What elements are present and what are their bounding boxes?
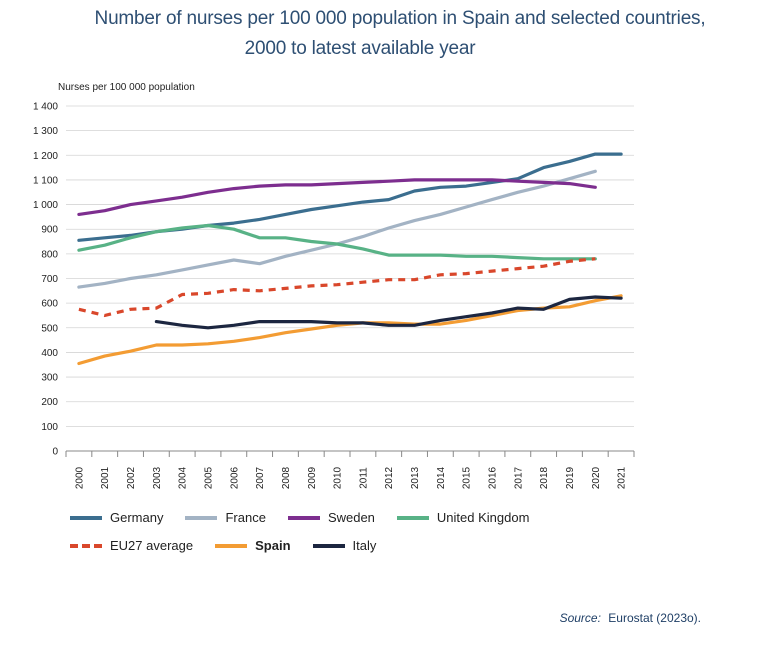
legend-swatch-france [185,515,218,520]
x-tick-label: 2007 [255,466,266,489]
x-tick-label: 2017 [513,466,524,489]
legend-swatch-spain [215,543,248,548]
legend-item-eu27-average: EU27 average [70,538,193,553]
y-axis-label: Nurses per 100 000 population [58,82,195,93]
x-tick-label: 2001 [100,466,111,489]
legend-swatch-sweden [287,515,320,520]
x-tick-label: 2015 [462,466,473,489]
y-tick-label: 400 [41,348,58,359]
y-tick-label: 1 400 [33,102,58,113]
chart-title-line-2: 2000 to latest available year [244,38,476,59]
y-tick-label: 0 [52,447,58,458]
y-tick-label: 1 000 [33,200,58,211]
x-tick-label: 2014 [436,466,447,489]
x-tick-label: 2009 [307,466,318,489]
legend-item-united-kingdom: United Kingdom [396,510,530,525]
x-tick-label: 2018 [539,466,550,489]
legend-label-spain: Spain [255,538,291,553]
x-tick-label: 2006 [229,466,240,489]
y-tick-label: 100 [41,422,58,433]
y-tick-label: 900 [41,225,58,236]
x-tick-label: 2016 [488,466,499,489]
x-tick-label: 2010 [333,466,344,489]
legend-label-france: France [225,510,266,525]
legend-row-2: EU27 average Spain Italy [70,538,398,553]
x-tick-label: 2002 [126,466,137,489]
legend-item-france: France [185,510,266,525]
legend-label-italy: Italy [352,538,377,553]
x-tick-label: 2020 [591,466,602,489]
series-line-eu27-average [78,257,596,318]
y-tick-label: 1 300 [33,126,58,137]
y-tick-label: 500 [41,323,58,334]
y-tick-label: 1 200 [33,151,58,162]
legend-item-italy: Italy [312,538,377,553]
legend-label-germany: Germany [110,510,164,525]
legend-swatch-eu27-average [70,543,102,548]
x-tick-label: 2000 [74,466,85,489]
series-line-italy [154,295,623,330]
y-tick-label: 200 [41,397,58,408]
legend-item-spain: Spain [215,538,291,553]
series-line-germany [77,152,623,242]
y-tick-label: 700 [41,274,58,285]
legend-label-eu27-average: EU27 average [110,538,194,553]
legend-item-sweden: Sweden [287,510,375,525]
y-tick-label: 800 [41,249,58,260]
source-text: Eurostat (2023o). [608,611,701,625]
y-tick-label: 600 [41,299,58,310]
source-note: Source: Eurostat (2023o). [560,611,701,625]
x-tick-label: 2011 [358,467,369,489]
legend-swatch-italy [312,543,345,548]
x-tick-label: 2003 [152,466,163,489]
x-tick-label: 2008 [281,466,292,489]
x-tick-label: 2005 [204,466,215,489]
legend-label-united-kingdom: United Kingdom [436,510,530,525]
x-tick-label: 2013 [410,466,421,489]
source-label: Source: [559,611,601,625]
legend-item-germany: Germany [70,510,163,525]
legend-label-sweden: Sweden [327,510,375,525]
series-line-sweden [77,178,597,216]
y-tick-label: 300 [41,373,58,384]
y-tick-label: 1 100 [33,175,58,186]
legend-swatch-germany [70,515,102,520]
series-line-united-kingdom [77,223,597,261]
x-tick-label: 2021 [617,466,628,489]
legend-swatch-united-kingdom [396,515,429,520]
legend-row-1: Germany France Sweden United Kingdom [70,510,551,525]
x-tick-label: 2019 [565,466,576,489]
chart-title-line-1: Number of nurses per 100 000 population … [94,8,706,29]
x-tick-label: 2004 [178,466,189,489]
x-tick-label: 2012 [384,466,395,489]
